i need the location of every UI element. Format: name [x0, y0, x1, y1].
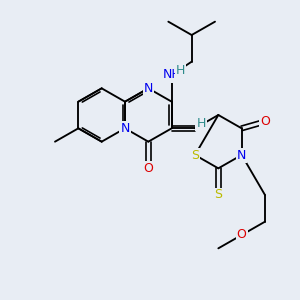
- Text: N: N: [120, 122, 130, 135]
- Text: N: N: [144, 82, 153, 95]
- Text: O: O: [143, 162, 153, 175]
- Text: NH: NH: [162, 68, 181, 82]
- Text: S: S: [214, 188, 222, 202]
- Text: O: O: [260, 115, 270, 128]
- Text: N: N: [237, 148, 246, 161]
- Text: O: O: [237, 229, 247, 242]
- Text: H: H: [196, 117, 206, 130]
- Text: H: H: [176, 64, 185, 77]
- Text: S: S: [191, 148, 199, 161]
